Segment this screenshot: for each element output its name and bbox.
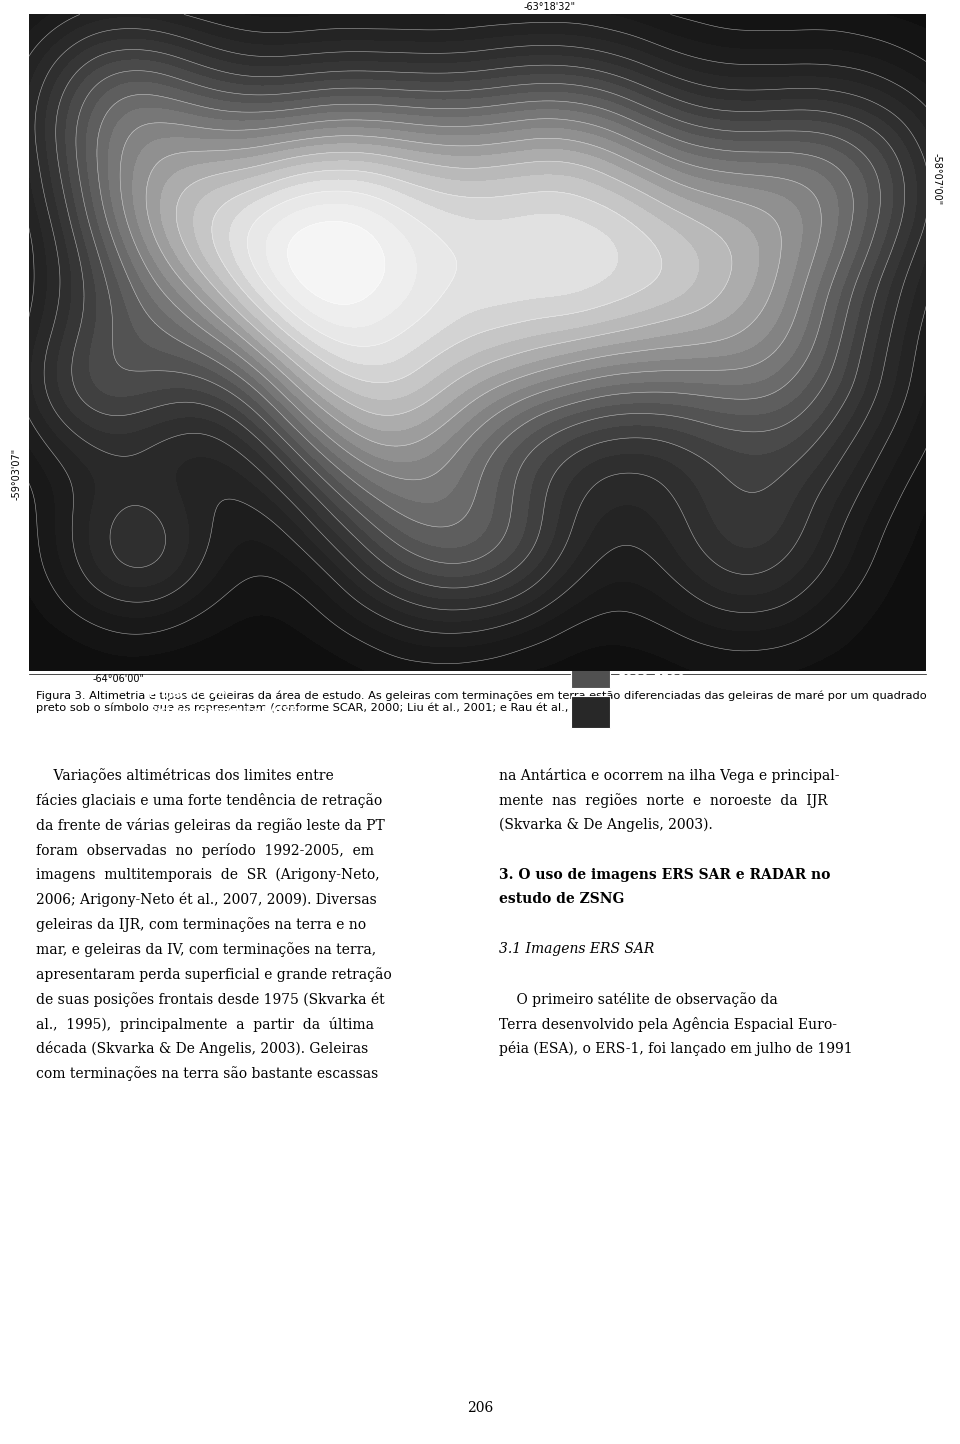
Text: ?: ? (544, 95, 551, 108)
Text: Geleira de Montanha: Geleira de Montanha (586, 325, 717, 338)
Text: ×1.406 m: ×1.406 m (58, 219, 109, 228)
Text: geleiras da IJR, com terminações na terra e no: geleiras da IJR, com terminações na terr… (36, 917, 367, 933)
FancyBboxPatch shape (571, 656, 610, 687)
Text: na Antártica e ocorrem na ilha Vega e principal-: na Antártica e ocorrem na ilha Vega e pr… (499, 768, 840, 783)
Text: estudo de ZSNG: estudo de ZSNG (499, 892, 625, 907)
FancyBboxPatch shape (571, 575, 610, 606)
FancyBboxPatch shape (170, 651, 193, 663)
Text: *: * (544, 232, 551, 245)
Text: 1200-1564: 1200-1564 (617, 706, 685, 719)
Text: -58°07'00": -58°07'00" (931, 153, 941, 205)
Text: □: □ (544, 371, 556, 384)
Text: al.,  1995),  principalmente  a  partir  da  última: al., 1995), principalmente a partir da ú… (36, 1017, 374, 1031)
Text: L: L (495, 46, 502, 55)
Text: fácies glaciais e uma forte tendência de retração: fácies glaciais e uma forte tendência de… (36, 793, 383, 809)
Text: 3.1 Imagens ERS SAR: 3.1 Imagens ERS SAR (499, 941, 655, 956)
Text: 1000-1200: 1000-1200 (617, 666, 685, 679)
Text: 3. O uso de imagens ERS SAR e RADAR no: 3. O uso de imagens ERS SAR e RADAR no (499, 868, 830, 881)
Text: mente  nas  regiões  norte  e  noroeste  da  IJR: mente nas regiões norte e noroeste da IJ… (499, 793, 828, 809)
Text: Terminações
das Geleiras: Terminações das Geleiras (544, 425, 614, 446)
Text: 0: 0 (136, 666, 142, 674)
Text: O: O (433, 46, 442, 55)
Text: O primeiro satélite de observação da: O primeiro satélite de observação da (499, 992, 778, 1006)
Text: ×1.564 m: ×1.564 m (470, 537, 522, 546)
Text: ⊗: ⊗ (544, 188, 555, 201)
FancyBboxPatch shape (193, 651, 216, 663)
FancyBboxPatch shape (571, 615, 610, 647)
Text: 206: 206 (467, 1401, 493, 1415)
Text: -64°06'00": -64°06'00" (92, 674, 145, 684)
Text: Tipos de Geleiras: Tipos de Geleiras (542, 42, 678, 55)
Text: década (Skvarka & De Angelis, 2003). Geleiras: década (Skvarka & De Angelis, 2003). Gel… (36, 1041, 369, 1057)
Text: Geleira de Descarga: Geleira de Descarga (586, 232, 713, 245)
Text: da frente de várias geleiras da região leste da PT: da frente de várias geleiras da região l… (36, 817, 385, 833)
Text: Figura 3. Altimetria e tipos de geleiras da área de estudo. As geleiras com term: Figura 3. Altimetria e tipos de geleiras… (36, 690, 927, 713)
Text: imagens  multitemporais  de  SR  (Arigony-Neto,: imagens multitemporais de SR (Arigony-Ne… (36, 868, 380, 882)
Text: 5: 5 (175, 666, 180, 674)
Text: 0-250: 0-250 (617, 504, 654, 517)
FancyBboxPatch shape (571, 534, 610, 566)
Text: de suas posições frontais desde 1975 (Skvarka ét: de suas posições frontais desde 1975 (Sk… (36, 992, 385, 1006)
Text: péia (ESA), o ERS-1, foi lançado em julho de 1991: péia (ESA), o ERS-1, foi lançado em julh… (499, 1041, 852, 1057)
Text: 2006; Arigony-Neto ét al., 2007, 2009). Diversas: 2006; Arigony-Neto ét al., 2007, 2009). … (36, 892, 377, 907)
Text: -63°18'32": -63°18'32" (523, 1, 575, 12)
Text: Calota de Gelo: Calota de Gelo (586, 188, 678, 201)
Text: Terra desenvolvido pela Agência Espacial Euro-: Terra desenvolvido pela Agência Espacial… (499, 1017, 837, 1031)
Text: N: N (466, 0, 475, 7)
Text: ×1.536 m: ×1.536 m (29, 472, 81, 481)
Text: (Skvarka & De Angelis, 2003).: (Skvarka & De Angelis, 2003). (499, 817, 713, 832)
Text: Campo de Gelo: Campo de Gelo (586, 142, 683, 155)
Text: Mar: Mar (833, 442, 852, 452)
Text: S: S (467, 87, 474, 97)
FancyBboxPatch shape (139, 651, 170, 663)
Text: -59°03'07": -59°03'07" (12, 448, 21, 501)
Text: 750-1000: 750-1000 (617, 625, 678, 638)
Text: Geleira de Vale: Geleira de Vale (586, 279, 681, 292)
Text: foram  observadas  no  período  1992-2005,  em: foram observadas no período 1992-2005, e… (36, 843, 374, 858)
FancyBboxPatch shape (816, 429, 869, 464)
Text: ▶: ▶ (544, 325, 554, 338)
Text: com terminações na terra são bastante escassas: com terminações na terra são bastante es… (36, 1066, 379, 1082)
Text: 10 km: 10 km (202, 666, 230, 674)
Text: Incerto ou Misto: Incerto ou Misto (586, 95, 686, 108)
Text: 250-500: 250-500 (617, 544, 670, 557)
Text: apresentaram perda superficial e grande retração: apresentaram perda superficial e grande … (36, 967, 393, 982)
Text: ⮣: ⮣ (544, 279, 552, 292)
FancyBboxPatch shape (571, 494, 610, 526)
FancyBboxPatch shape (571, 696, 610, 728)
Text: Campo de Neve: Campo de Neve (586, 371, 685, 384)
Text: ◦: ◦ (544, 142, 552, 155)
Text: Projeção UTM: Projeção UTM (149, 689, 228, 699)
Text: Altitude (m): Altitude (m) (571, 482, 665, 497)
Text: 500-750: 500-750 (617, 585, 670, 598)
Text: Variações altimétricas dos limites entre: Variações altimétricas dos limites entre (36, 768, 334, 783)
Text: Terra: Terra (763, 442, 787, 452)
Text: Sistema Geodésico WGS84: Sistema Geodésico WGS84 (149, 706, 305, 716)
FancyBboxPatch shape (744, 429, 806, 464)
Text: mar, e geleiras da IV, com terminações na terra,: mar, e geleiras da IV, com terminações n… (36, 941, 376, 957)
